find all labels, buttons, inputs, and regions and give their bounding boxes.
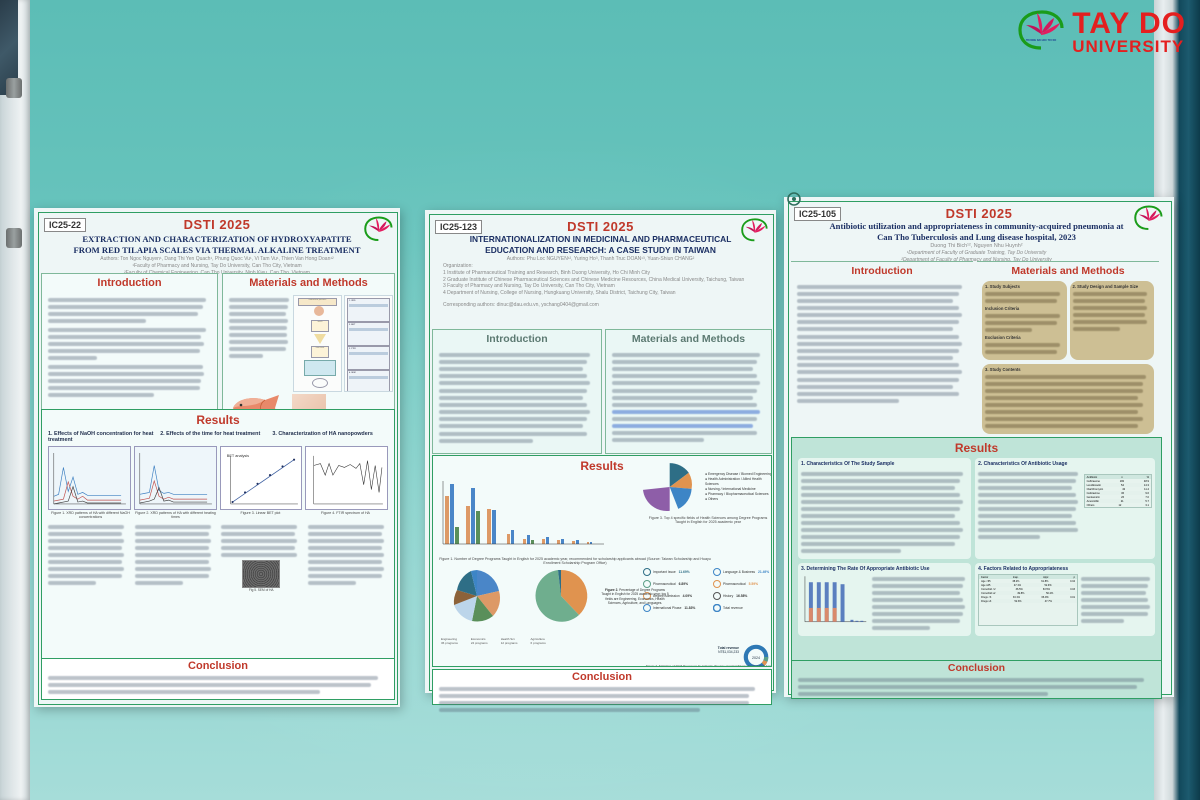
svg-text:BET analysis: BET analysis [226,454,248,458]
svg-text:TRUONG DAI HOC TAY DO: TRUONG DAI HOC TAY DO [1026,39,1057,42]
svg-text:2024: 2024 [752,656,760,660]
